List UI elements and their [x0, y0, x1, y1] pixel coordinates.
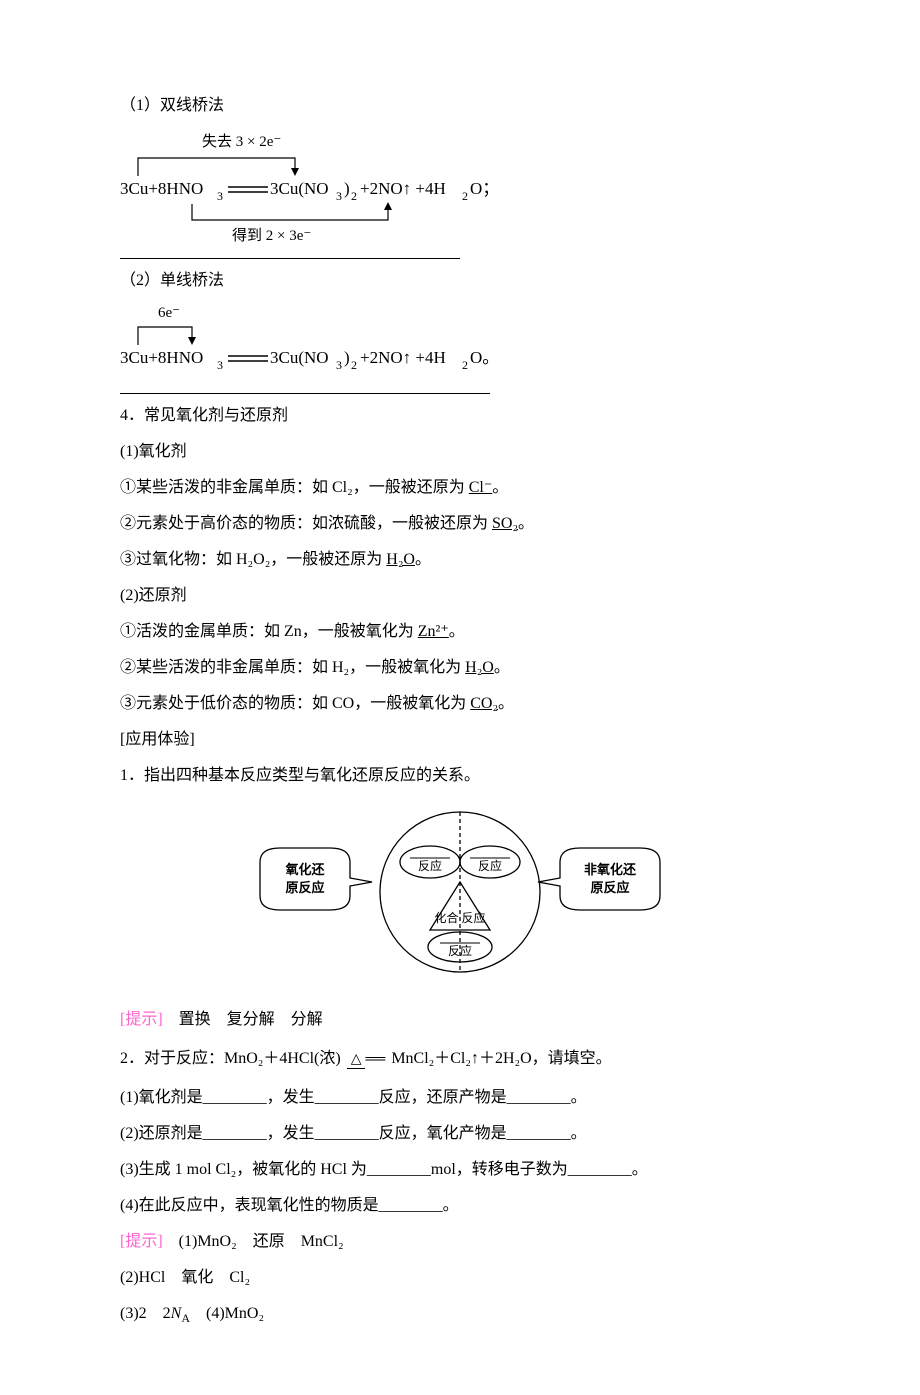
question2: 2．对于反应：MnO₂＋4HCl(浓) △══ MnCl₂＋Cl₂↑＋2H₂O，…	[120, 1040, 800, 1078]
ox-item1-a: ①某些活泼的非金属单质：如 Cl₂，一般被还原为	[120, 479, 469, 496]
hint2-line1: [提示] (1)MnO₂ 还原 MnCl₂	[120, 1226, 800, 1258]
svg-text:反应: 反应	[448, 943, 472, 958]
svg-text:反应: 反应	[418, 858, 442, 873]
red-item1-a: ①活泼的金属单质：如 Zn，一般被氧化为	[120, 623, 418, 640]
ox-item3-a: ③过氧化物：如 H₂O₂，一般被还原为	[120, 551, 386, 568]
hint2-prefix: [提示]	[120, 1233, 179, 1250]
svg-text:): )	[344, 348, 350, 367]
svg-text:2: 2	[462, 358, 468, 372]
svg-text:3: 3	[217, 189, 223, 203]
oxidizer-title: (1)氧化剂	[120, 436, 800, 468]
hint2-na-sub: A	[181, 1312, 190, 1326]
red-item2-u: H₂O	[465, 659, 494, 676]
venn-diagram: 反应 反应 化合 反应 反应 氧化还 原反应 非氧化还 原反应	[120, 802, 800, 994]
question1: 1．指出四种基本反应类型与氧化还原反应的关系。	[120, 760, 800, 792]
hint1: [提示] 置换 复分解 分解	[120, 1004, 800, 1036]
hint2-1: (1)MnO₂ 还原 MnCl₂	[179, 1233, 344, 1250]
red-item3-u: CO₂	[470, 695, 498, 712]
svg-text:3Cu+8HNO: 3Cu+8HNO	[120, 348, 203, 367]
svg-text:反应: 反应	[478, 858, 502, 873]
svg-text:+2NO↑ +4H: +2NO↑ +4H	[360, 348, 446, 367]
svg-text:化合 反应: 化合 反应	[434, 910, 485, 925]
svg-text:3Cu(NO: 3Cu(NO	[270, 348, 329, 367]
svg-text:O。: O。	[470, 348, 499, 367]
hint2-line3: (3)2 2NA (4)MnO₂	[120, 1298, 800, 1330]
q2-a: 2．对于反应：MnO₂＋4HCl(浓)	[120, 1050, 345, 1067]
red-item1-u: Zn²⁺	[418, 623, 449, 640]
svg-text:3: 3	[336, 189, 342, 203]
hint1-prefix: [提示]	[120, 1011, 179, 1028]
q2-b: MnCl₂＋Cl₂↑＋2H₂O，请填空。	[387, 1050, 611, 1067]
red-item2: ②某些活泼的非金属单质：如 H₂，一般被氧化为 H₂O。	[120, 652, 800, 684]
hint2-3a: (3)2 2	[120, 1305, 171, 1322]
svg-text:3Cu(NO: 3Cu(NO	[270, 179, 329, 198]
ox-item3-u: H₂O	[386, 551, 415, 568]
ox-item3: ③过氧化物：如 H₂O₂，一般被还原为 H₂O。	[120, 544, 800, 576]
method2-title: （2）单线桥法	[120, 265, 800, 297]
gain-label: 得到 2 × 3e⁻	[232, 227, 311, 244]
application-title: [应用体验]	[120, 724, 800, 756]
double-bridge-diagram: 失去 3 × 2e⁻ 3Cu+8HNO 3 3Cu(NO 3 ) 2 +2NO↑…	[120, 128, 800, 259]
hint2-line2: (2)HCl 氧化 Cl₂	[120, 1262, 800, 1294]
lose-label: 失去 3 × 2e⁻	[202, 133, 281, 150]
svg-text:非氧化还: 非氧化还	[584, 862, 637, 877]
hint2-na: N	[171, 1305, 182, 1322]
method1-title: （1）双线桥法	[120, 90, 800, 122]
red-item1-b: 。	[449, 623, 465, 640]
ox-item1-u: Cl⁻	[469, 479, 493, 496]
svg-text:O；: O；	[470, 179, 499, 198]
eq1-left: 3Cu+8HNO	[120, 179, 203, 198]
ox-item3-b: 。	[415, 551, 431, 568]
ox-item2-b: 。	[518, 515, 534, 532]
ox-item1-b: 。	[492, 479, 508, 496]
q2-part1: (1)氧化剂是________，发生________反应，还原产物是______…	[120, 1082, 800, 1114]
svg-text:+2NO↑ +4H: +2NO↑ +4H	[360, 179, 446, 198]
q2-part3: (3)生成 1 mol Cl₂，被氧化的 HCl 为________mol，转移…	[120, 1154, 800, 1186]
svg-text:2: 2	[462, 189, 468, 203]
red-item2-a: ②某些活泼的非金属单质：如 H₂，一般被氧化为	[120, 659, 465, 676]
red-item3-a: ③元素处于低价态的物质：如 CO，一般被氧化为	[120, 695, 470, 712]
ox-item2-a: ②元素处于高价态的物质：如浓硫酸，一般被还原为	[120, 515, 492, 532]
q2-part2: (2)还原剂是________，发生________反应，氧化产物是______…	[120, 1118, 800, 1150]
svg-text:2: 2	[351, 189, 357, 203]
svg-text:): )	[344, 179, 350, 198]
ox-item2-u: SO₂	[492, 515, 518, 532]
bridge-label: 6e⁻	[158, 305, 180, 321]
hint2-3b: (4)MnO₂	[190, 1305, 264, 1322]
svg-text:原反应: 原反应	[590, 880, 629, 895]
section4-title: 4．常见氧化剂与还原剂	[120, 400, 800, 432]
red-item1: ①活泼的金属单质：如 Zn，一般被氧化为 Zn²⁺。	[120, 616, 800, 648]
q2-part4: (4)在此反应中，表现氧化性的物质是________。	[120, 1190, 800, 1222]
svg-text:2: 2	[351, 358, 357, 372]
single-bridge-diagram: 6e⁻ 3Cu+8HNO 3 3Cu(NO 3 ) 2 +2NO↑ +4H 2 …	[120, 303, 800, 394]
svg-text:原反应: 原反应	[285, 880, 324, 895]
red-item2-b: 。	[494, 659, 510, 676]
hint1-body: 置换 复分解 分解	[179, 1011, 323, 1028]
svg-text:氧化还: 氧化还	[284, 862, 325, 877]
red-item3-b: 。	[498, 695, 514, 712]
triangle-icon: △══	[347, 1051, 386, 1067]
svg-text:3: 3	[217, 358, 223, 372]
red-item3: ③元素处于低价态的物质：如 CO，一般被氧化为 CO₂。	[120, 688, 800, 720]
ox-item1: ①某些活泼的非金属单质：如 Cl₂，一般被还原为 Cl⁻。	[120, 472, 800, 504]
svg-text:3: 3	[336, 358, 342, 372]
reducer-title: (2)还原剂	[120, 580, 800, 612]
ox-item2: ②元素处于高价态的物质：如浓硫酸，一般被还原为 SO₂。	[120, 508, 800, 540]
